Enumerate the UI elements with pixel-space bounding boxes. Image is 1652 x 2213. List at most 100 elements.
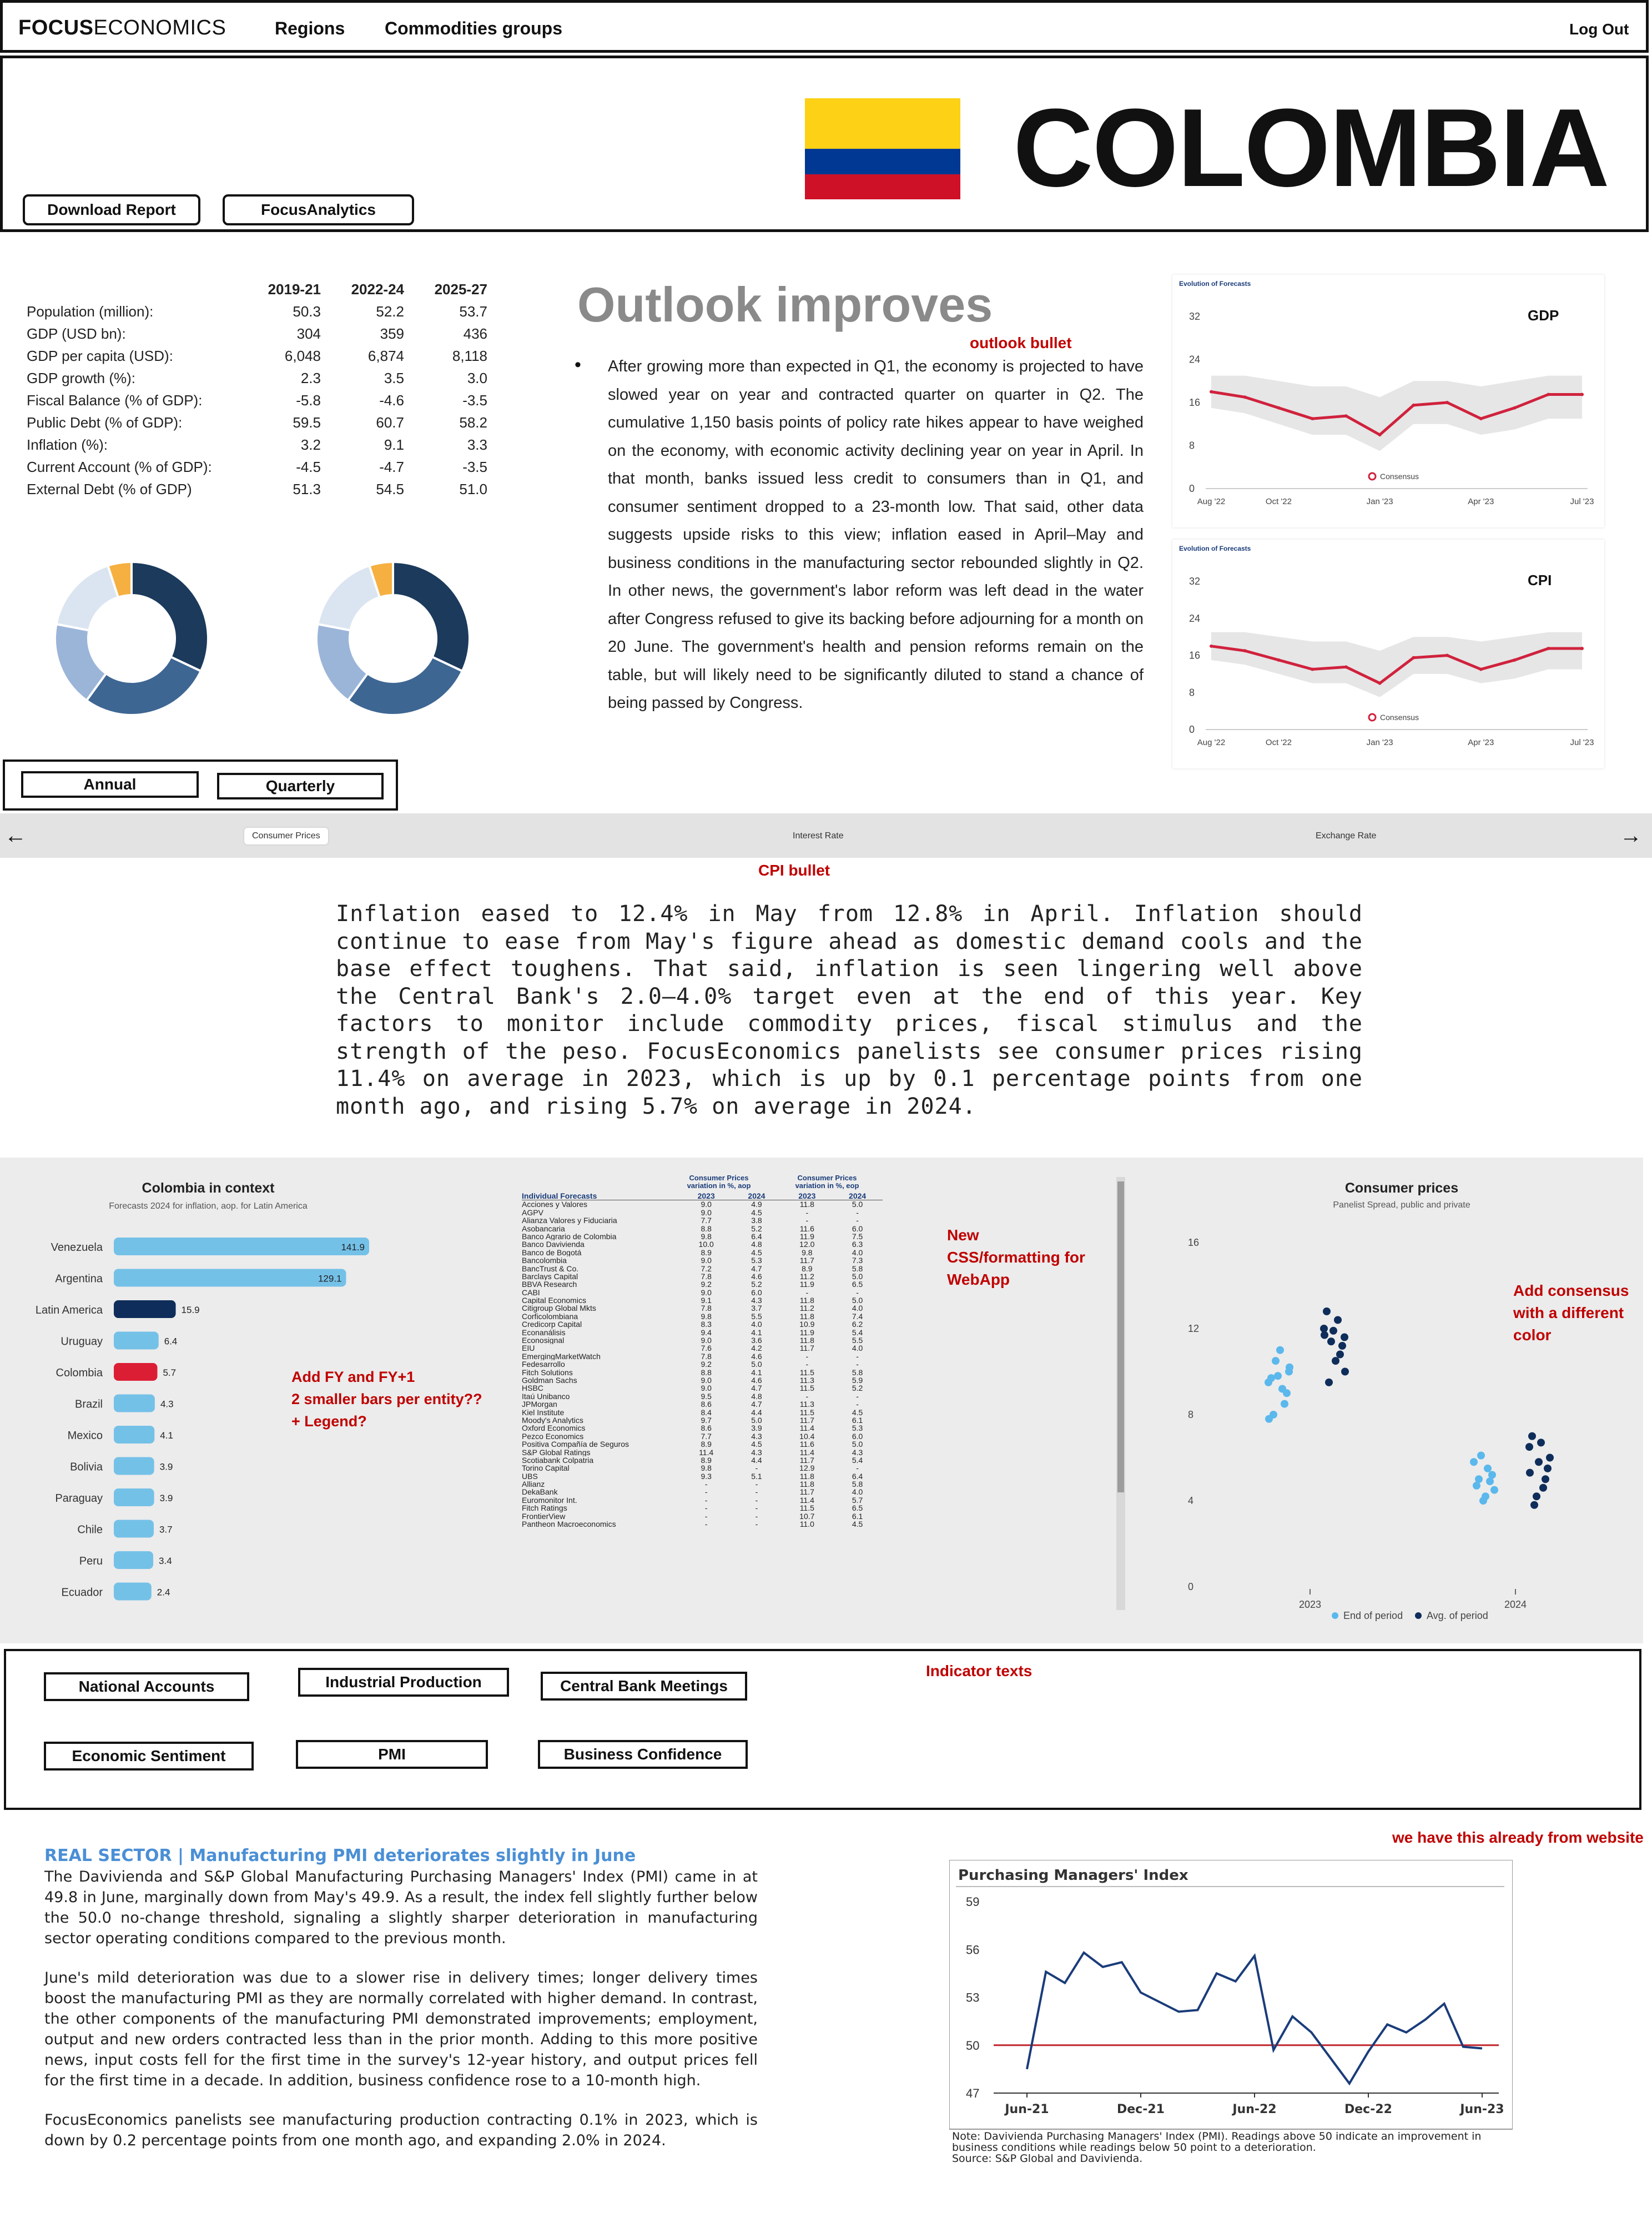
forecast-panelist: CABI xyxy=(522,1288,540,1297)
scatter-point xyxy=(1539,1483,1547,1492)
forecast-row: EIU 7.6 4.2 11.7 4.0 xyxy=(522,1344,883,1352)
forecast-panelist: Banco de Bogotá xyxy=(522,1248,582,1257)
forecast-value: 9.3 xyxy=(701,1471,712,1481)
stats-row-label: GDP (USD bn): xyxy=(27,325,126,342)
pmi-x-label: Jun-22 xyxy=(1231,2103,1276,2116)
forecast-value: 11.7 xyxy=(799,1487,814,1497)
forecast-value: 4.3 xyxy=(751,1431,762,1441)
indicator-texts-note: Indicator texts xyxy=(926,1662,1032,1679)
forecast-row: S&P Global Ratings 11.4 4.3 11.4 4.3 xyxy=(522,1448,883,1456)
forecast-row: BancTrust & Co. 7.2 4.7 8.9 5.8 xyxy=(522,1264,883,1273)
forecast-value: 11.5 xyxy=(799,1407,814,1417)
forecast-table-scroll-thumb[interactable] xyxy=(1117,1181,1124,1492)
stats-row-label: GDP per capita (USD): xyxy=(27,347,173,364)
forecast-value: 5.2 xyxy=(751,1280,762,1289)
tab-consumer-prices-label: Consumer Prices xyxy=(252,831,320,841)
have-already-note: we have this already from website xyxy=(1392,1829,1644,1846)
forecast-row: Banco Agrario de Colombia 9.8 6.4 11.9 7.5 xyxy=(522,1231,883,1241)
nav-regions[interactable]: Regions xyxy=(275,18,345,38)
scatter-point xyxy=(1336,1350,1344,1359)
stats-row-value: 53.7 xyxy=(459,303,487,320)
scatter-point xyxy=(1535,1458,1543,1466)
forecast-value: 5.0 xyxy=(852,1296,863,1305)
consensus-line xyxy=(1211,645,1582,685)
forecast-row: Barclays Capital 7.8 4.6 11.2 5.0 xyxy=(522,1273,883,1281)
forecast-panelist: Moody's Analytics xyxy=(522,1416,583,1425)
forecast-row: Torino Capital 9.8 - 12.9 - xyxy=(522,1464,883,1472)
forecast-row: BBVA Research 9.2 5.2 11.9 6.5 xyxy=(522,1280,883,1289)
annual-button[interactable]: Annual xyxy=(21,771,199,798)
stats-row: Public Debt (% of GDP): 59.5 60.7 58.2 xyxy=(27,411,487,434)
forecast-value: - xyxy=(856,1208,859,1217)
consensus-point xyxy=(1344,665,1348,669)
central-bank-meetings-button[interactable]: Central Bank Meetings xyxy=(541,1672,747,1701)
forecast-value: - xyxy=(805,1208,809,1217)
tab-consumer-prices[interactable]: Consumer Prices xyxy=(244,828,328,844)
pmi-x-label: Dec-21 xyxy=(1117,2103,1165,2116)
forecast-value: 9.8 xyxy=(802,1248,813,1257)
stats-header-empty xyxy=(27,279,238,300)
business-confidence-button[interactable]: Business Confidence xyxy=(538,1740,748,1769)
forecast-value: 6.2 xyxy=(852,1320,863,1329)
forecast-row: Moody's Analytics 9.7 5.0 11.7 6.1 xyxy=(522,1416,883,1425)
y-tick-label: 24 xyxy=(1189,613,1200,624)
nav-commodities-groups[interactable]: Commodities groups xyxy=(385,18,563,38)
context-bar-label: 3.9 xyxy=(160,1462,173,1472)
x-tick-label: Jul '23 xyxy=(1570,497,1594,506)
forecast-value: 6.3 xyxy=(852,1240,863,1249)
economic-sentiment-button[interactable]: Economic Sentiment xyxy=(44,1742,254,1771)
forecast-row: Credicorp Capital 8.3 4.0 10.9 6.2 xyxy=(522,1320,883,1329)
forecast-panelist: Kiel Institute xyxy=(522,1408,565,1416)
forecast-value: 4.6 xyxy=(751,1375,762,1385)
forecast-row: Euromonitor Int. - - 11.4 5.7 xyxy=(522,1496,883,1504)
forecast-panelist: Pezco Economics xyxy=(522,1432,584,1441)
scatter-y-tick: 16 xyxy=(1188,1237,1199,1248)
quarterly-button[interactable]: Quarterly xyxy=(217,773,384,799)
forecast-value: 7.4 xyxy=(852,1311,863,1321)
forecast-value: 8.9 xyxy=(701,1455,712,1465)
context-bar xyxy=(114,1300,176,1318)
forecast-row: FrontierView - - 10.7 6.1 xyxy=(522,1512,883,1520)
consumer-prices-scatter-chart: Consumer prices Panelist Spread, public a… xyxy=(1188,1180,1554,1621)
forecast-value: 7.8 xyxy=(701,1351,712,1361)
forecast-value: 9.0 xyxy=(701,1208,712,1217)
forecast-table-scrollbar[interactable] xyxy=(1116,1177,1125,1610)
logo[interactable]: FOCUSECONOMICS xyxy=(18,16,226,40)
forecast-value: 3.7 xyxy=(751,1304,762,1313)
tab-prev-arrow[interactable]: ← xyxy=(4,823,27,848)
stats-row-value: -3.5 xyxy=(462,391,487,409)
tab-interest-rate[interactable]: Interest Rate xyxy=(793,831,844,841)
forecast-row: Econosignal 9.0 3.6 11.8 5.5 xyxy=(522,1336,883,1345)
download-report-button[interactable]: Download Report xyxy=(23,194,200,225)
logout-link[interactable]: Log Out xyxy=(1569,21,1629,38)
x-tick-label: Apr '23 xyxy=(1468,738,1494,747)
industrial-production-button[interactable]: Industrial Production xyxy=(298,1668,509,1697)
national-accounts-button[interactable]: National Accounts xyxy=(44,1672,249,1701)
stats-header-row: 2019-21 2022-24 2025-27 xyxy=(27,279,487,300)
scatter-y-tick: 8 xyxy=(1188,1409,1193,1420)
forecast-value: 8.8 xyxy=(701,1367,712,1377)
forecast-value: 4.5 xyxy=(852,1520,863,1529)
forecast-panelist: Fitch Ratings xyxy=(522,1504,567,1512)
stats-row-value: -3.5 xyxy=(462,458,487,475)
forecast-row: Bancolombia 9.0 5.3 11.7 7.3 xyxy=(522,1256,883,1265)
context-bar xyxy=(114,1520,154,1538)
pmi-x-label: Jun-21 xyxy=(1004,2103,1049,2116)
stats-row-value: 59.5 xyxy=(293,414,321,431)
scatter-point xyxy=(1327,1337,1335,1346)
scatter-y-tick: 0 xyxy=(1188,1581,1193,1592)
outlook-bullet-note: outlook bullet xyxy=(970,334,1072,351)
tab-exchange-rate[interactable]: Exchange Rate xyxy=(1316,831,1377,841)
logo-light: ECONOMICS xyxy=(93,16,226,39)
stats-row: External Debt (% of GDP) 51.3 54.5 51.0 xyxy=(27,478,487,500)
forecast-value: 5.3 xyxy=(751,1256,762,1265)
indicator-buttons-panel: National Accounts Industrial Production … xyxy=(4,1649,1641,1810)
focus-analytics-button[interactable]: FocusAnalytics xyxy=(223,194,414,225)
forecast-value: 10.4 xyxy=(799,1431,815,1441)
context-chart-title: Colombia in context xyxy=(142,1180,275,1196)
pmi-button[interactable]: PMI xyxy=(296,1740,488,1769)
new-css-note: New CSS/formatting for WebApp xyxy=(947,1226,1085,1288)
tab-next-arrow[interactable]: → xyxy=(1620,823,1642,848)
forecast-value: - xyxy=(856,1400,859,1409)
forecast-value: 6.4 xyxy=(751,1231,762,1241)
